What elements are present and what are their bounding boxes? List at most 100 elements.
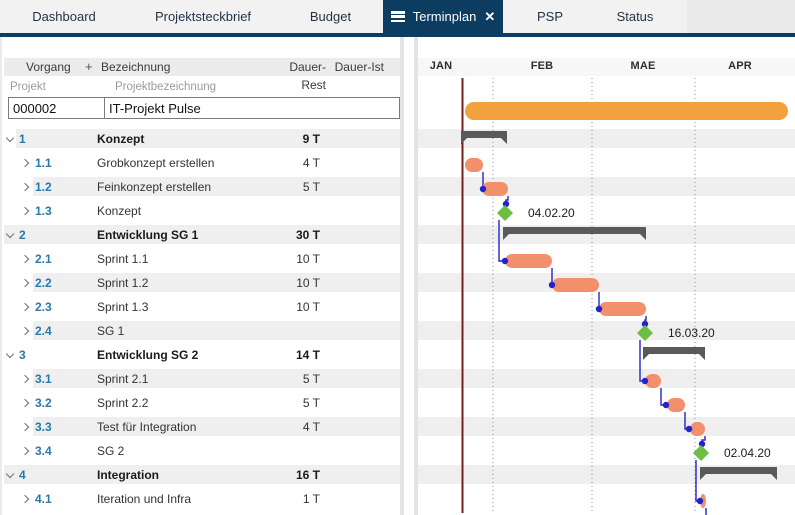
task-row-2.2[interactable]: 2.2 Sprint 1.2 10 T — [0, 273, 795, 297]
task-number: 1 — [19, 132, 26, 146]
table-column-header: Vorgang + Bezeichnung Dauer-Rest Dauer-I… — [4, 58, 400, 92]
tab-projektsteckbrief[interactable]: Projektsteckbrief — [154, 9, 252, 24]
expand-chevron-icon[interactable] — [20, 302, 30, 312]
column-header-dauer-rest: Dauer-Rest — [289, 60, 326, 92]
task-rows: 1 Konzept 9 T 1.1 Grobkonzept erstellen 4 T 1.… — [0, 129, 795, 513]
task-number: 3.1 — [35, 372, 52, 386]
expand-chevron-icon[interactable] — [20, 278, 30, 288]
column-header-vorgang: Vorgang — [26, 60, 71, 74]
tab-status[interactable]: Status — [616, 9, 654, 24]
task-duration-rest: 4 T — [302, 420, 320, 434]
task-name: Konzept — [97, 204, 142, 218]
task-name: Feinkonzept erstellen — [97, 180, 212, 194]
expand-chevron-icon[interactable] — [20, 374, 30, 384]
task-name: Sprint 1.1 — [97, 252, 149, 266]
gantt-month-header: JAN FEB MAE APR — [418, 58, 795, 76]
projektbezeichnung-label: Projektbezeichnung — [115, 81, 217, 93]
task-row-3[interactable]: 3 Entwicklung SG 2 14 T — [0, 345, 795, 369]
task-duration-rest: 30 T — [295, 228, 320, 242]
collapse-chevron-icon[interactable] — [5, 349, 15, 359]
task-row-3.2[interactable]: 3.2 Sprint 2.2 5 T — [0, 393, 795, 417]
month-label-jan: JAN — [429, 60, 453, 72]
column-header-bezeichnung: Bezeichnung — [101, 60, 171, 74]
project-name-input[interactable] — [104, 97, 400, 119]
task-name: Sprint 1.2 — [97, 276, 149, 290]
expand-chevron-icon[interactable] — [20, 158, 30, 168]
tab-dashboard[interactable]: Dashboard — [32, 9, 96, 24]
expand-chevron-icon[interactable] — [20, 206, 30, 216]
tab-list: Dashboard Projektsteckbrief Budget Terminpl… — [0, 0, 673, 33]
task-name: Entwicklung SG 2 — [97, 348, 199, 362]
task-name: Test für Integration — [97, 420, 197, 434]
task-number: 1.2 — [35, 180, 52, 194]
task-duration-rest: 14 T — [295, 348, 320, 362]
expand-chevron-icon[interactable] — [20, 422, 30, 432]
menu-icon[interactable] — [390, 11, 405, 22]
task-duration-rest: 4 T — [302, 156, 320, 170]
task-name: Entwicklung SG 1 — [97, 228, 199, 242]
task-row-1.2[interactable]: 1.2 Feinkonzept erstellen 5 T — [0, 177, 795, 201]
expand-chevron-icon[interactable] — [20, 182, 30, 192]
task-name: Integration — [97, 468, 159, 482]
task-number: 1.3 — [35, 204, 52, 218]
task-row-1.3[interactable]: 1.3 Konzept — [0, 201, 795, 225]
tab-budget[interactable]: Budget — [309, 9, 352, 24]
add-column-button[interactable]: + — [85, 59, 93, 74]
task-duration-rest: 10 T — [296, 252, 320, 266]
task-name: SG 2 — [97, 444, 125, 458]
task-name: Sprint 2.1 — [97, 372, 149, 386]
task-number: 4 — [19, 468, 26, 482]
task-name: Sprint 2.2 — [97, 396, 149, 410]
expand-chevron-icon[interactable] — [20, 398, 30, 408]
task-row-2.1[interactable]: 2.1 Sprint 1.1 10 T — [0, 249, 795, 273]
tab-label: Terminplan — [412, 9, 477, 24]
expand-chevron-icon[interactable] — [20, 326, 30, 336]
row-stripe — [4, 465, 795, 484]
tab-psp[interactable]: PSP — [536, 9, 563, 24]
project-id-input[interactable] — [8, 97, 105, 119]
task-number: 2.2 — [35, 276, 52, 290]
task-row-3.1[interactable]: 3.1 Sprint 2.1 5 T — [0, 369, 795, 393]
tab-bar-shade — [687, 0, 795, 33]
task-number: 4.1 — [35, 492, 52, 506]
task-duration-rest: 1 T — [302, 492, 320, 506]
gantt-project-bar[interactable] — [465, 102, 788, 120]
task-number: 2 — [19, 228, 26, 242]
task-row-4.1[interactable]: 4.1 Iteration und Infra 1 T — [0, 489, 795, 513]
task-row-4[interactable]: 4 Integration 16 T — [0, 465, 795, 489]
tab-terminplan[interactable]: Terminplan ✕ — [383, 0, 503, 33]
collapse-chevron-icon[interactable] — [5, 133, 15, 143]
column-header-dauer-ist: Dauer-Ist — [334, 60, 384, 74]
expand-chevron-icon[interactable] — [20, 446, 30, 456]
expand-chevron-icon[interactable] — [20, 254, 30, 264]
task-number: 2.3 — [35, 300, 52, 314]
task-row-3.4[interactable]: 3.4 SG 2 — [0, 441, 795, 465]
task-duration-rest: 10 T — [296, 276, 320, 290]
task-row-1[interactable]: 1 Konzept 9 T — [0, 129, 795, 153]
month-label-mae: MAE — [630, 60, 656, 72]
task-name: SG 1 — [97, 324, 125, 338]
task-row-2.4[interactable]: 2.4 SG 1 — [0, 321, 795, 345]
task-name: Grobkonzept erstellen — [97, 156, 215, 170]
expand-chevron-icon[interactable] — [20, 494, 30, 504]
task-number: 2.4 — [35, 324, 52, 338]
task-duration-rest: 5 T — [302, 396, 320, 410]
task-row-2.3[interactable]: 2.3 Sprint 1.3 10 T — [0, 297, 795, 321]
projekt-label: Projekt — [10, 81, 46, 93]
task-number: 3 — [19, 348, 26, 362]
task-duration-rest: 5 T — [302, 372, 320, 386]
month-label-feb: FEB — [530, 60, 554, 72]
task-number: 3.3 — [35, 420, 52, 434]
task-duration-rest: 9 T — [302, 132, 320, 146]
panel-splitter[interactable] — [400, 37, 418, 515]
task-row-3.3[interactable]: 3.3 Test für Integration 4 T — [0, 417, 795, 441]
task-name: Iteration und Infra — [97, 492, 192, 506]
task-row-2[interactable]: 2 Entwicklung SG 1 30 T — [0, 225, 795, 249]
task-number: 1.1 — [35, 156, 52, 170]
tab-bar-bottom-strip — [0, 33, 795, 37]
task-row-1.1[interactable]: 1.1 Grobkonzept erstellen 4 T — [0, 153, 795, 177]
close-tab-icon[interactable]: ✕ — [484, 9, 496, 24]
task-duration-rest: 16 T — [295, 468, 320, 482]
task-number: 3.4 — [35, 444, 52, 458]
